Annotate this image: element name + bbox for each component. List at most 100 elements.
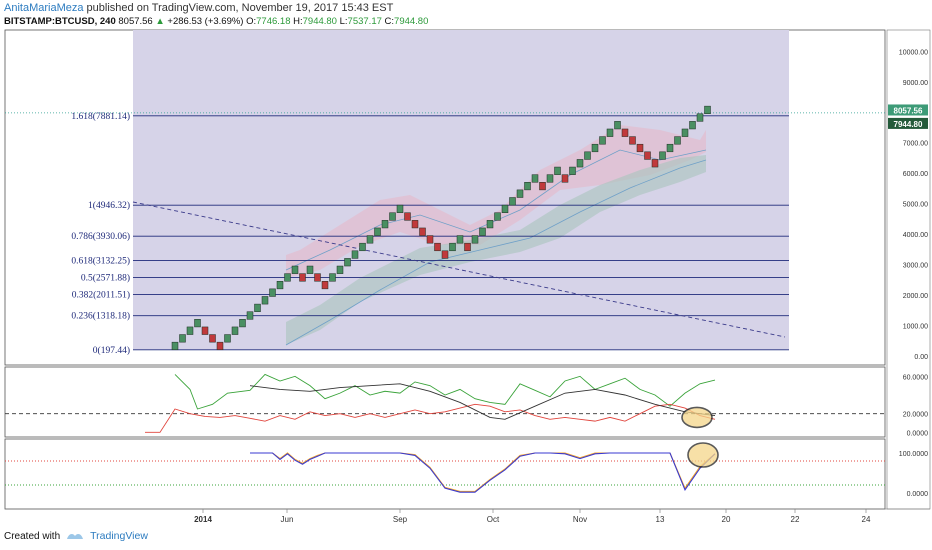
highlight-circle (681, 406, 713, 429)
footer: Created with TradingView (4, 530, 148, 542)
renko-up-brick (666, 143, 674, 153)
fib-level-label: 0.786(3930.06) (71, 231, 130, 242)
renko-up-brick (291, 265, 299, 274)
close-price-tag (888, 117, 928, 129)
renko-up-brick (486, 220, 494, 229)
renko-up-brick (224, 334, 231, 343)
renko-up-brick (186, 326, 194, 335)
osc-tick-label: 20.0000 (903, 412, 928, 419)
renko-down-brick (441, 250, 449, 259)
renko-up-brick (569, 166, 576, 175)
up-arrow-icon: ▲ (155, 16, 165, 27)
renko-up-brick (674, 136, 681, 145)
renko-up-brick (284, 273, 291, 282)
renko-up-brick (344, 258, 351, 267)
publish-info: published on TradingView.com, November 1… (86, 2, 394, 14)
stoch-line-blue (250, 452, 716, 493)
renko-up-brick (366, 235, 374, 244)
close-value: 7944.80 (394, 16, 429, 27)
renko-up-brick (254, 303, 261, 312)
renko-up-brick (584, 151, 591, 160)
renko-up-brick (524, 182, 531, 191)
pane-frame (4, 438, 886, 510)
author-name[interactable]: AnitaMariaMeza (4, 2, 84, 14)
osc-tick-label: 0.0000 (907, 430, 929, 437)
time-tick-label: 22 (791, 515, 800, 524)
renko-up-brick (614, 121, 621, 130)
last-price-tag-label: 8057.56 (894, 106, 923, 115)
renko-up-brick (516, 189, 524, 198)
tradingview-logo-icon (67, 534, 84, 539)
time-tick-label: 24 (862, 515, 871, 524)
renko-down-brick (411, 220, 419, 229)
renko-down-brick (629, 136, 636, 145)
osc-line-black (249, 383, 716, 420)
fib-level-label: 1(4946.32) (88, 200, 130, 211)
renko-up-brick (351, 250, 359, 259)
renko-down-brick (314, 273, 321, 282)
renko-up-brick (389, 212, 396, 221)
renko-up-brick (381, 220, 389, 229)
price-tick-label: 2000.00 (903, 293, 928, 300)
renko-up-brick (374, 227, 381, 236)
renko-up-brick (246, 311, 254, 320)
renko-up-brick (501, 204, 509, 213)
fib-level-label: 0.5(2571.88) (81, 273, 130, 284)
fib-panel (133, 30, 789, 350)
renko-up-brick (231, 326, 239, 335)
renko-up-brick (194, 319, 201, 328)
renko-up-brick (479, 227, 486, 236)
renko-up-brick (239, 319, 246, 328)
trendline (132, 201, 786, 338)
time-tick-label: 20 (722, 515, 731, 524)
price-change: +286.53 (+3.69%) (167, 16, 244, 27)
open-label: O: (246, 16, 257, 27)
renko-down-brick (419, 227, 426, 236)
renko-down-brick (464, 242, 471, 252)
price-tick-label: 1000.00 (903, 323, 928, 330)
tradingview-brand[interactable]: TradingView (90, 530, 148, 542)
price-tick-label: 5000.00 (903, 202, 928, 209)
renko-up-brick (449, 242, 456, 252)
renko-up-brick (396, 204, 404, 213)
renko-up-brick (179, 334, 186, 343)
osc-line-green (174, 373, 716, 410)
high-label: H: (293, 16, 303, 27)
renko-down-brick (209, 334, 216, 343)
renko-down-brick (561, 174, 569, 183)
price-tick-label: 9000.00 (903, 80, 928, 87)
low-value: 7537.17 (347, 16, 382, 27)
price-tick-label: 0.00 (914, 354, 928, 361)
close-price-tag-label: 7944.80 (894, 120, 923, 129)
last-price-tag (888, 104, 928, 116)
fib-level-label: 1.618(7881.14) (71, 111, 130, 122)
renko-up-brick (591, 143, 599, 153)
time-tick-label: Jun (281, 515, 294, 524)
price-tick-label: 6000.00 (903, 171, 928, 178)
price-tick-label: 3000.00 (903, 263, 928, 270)
renko-up-brick (606, 128, 614, 137)
lower-band (286, 155, 706, 345)
renko-up-brick (359, 242, 366, 252)
renko-down-brick (321, 281, 329, 290)
pane-frame (4, 366, 886, 438)
open-value: 7746.18 (256, 16, 291, 27)
created-with-label: Created with (4, 530, 61, 542)
price-tick-label: 7000.00 (903, 141, 928, 148)
renko-up-brick (546, 174, 554, 183)
renko-up-brick (681, 128, 689, 137)
fib-level-label: 0.382(2011.51) (72, 290, 130, 301)
renko-up-brick (599, 136, 606, 145)
osc-tick-label: 60.0000 (903, 374, 928, 381)
renko-up-brick (704, 105, 711, 114)
renko-down-brick (299, 273, 306, 282)
renko-up-brick (554, 166, 561, 175)
osc-line-red (145, 403, 716, 433)
time-tick-label: Sep (393, 515, 408, 524)
renko-up-brick (456, 235, 464, 244)
renko-down-brick (404, 212, 411, 221)
renko-down-brick (539, 182, 546, 191)
renko-up-brick (171, 341, 179, 351)
fib-level-label: 0(197.44) (93, 345, 130, 356)
